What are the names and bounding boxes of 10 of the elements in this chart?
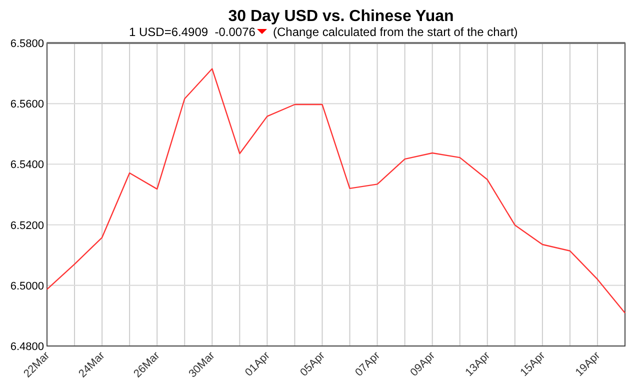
y-tick-label: 6.5400 [10, 159, 44, 172]
chart-subtitle: 1 USD=6.4909 -0.0076 [129, 25, 256, 39]
y-tick-label: 6.5600 [10, 98, 44, 111]
line-series [46, 68, 626, 314]
y-tick-label: 6.5000 [10, 280, 44, 292]
y-tick-label: 6.4800 [10, 341, 44, 353]
y-tick-label: 6.5800 [10, 38, 44, 50]
chart-title: 30 Day USD vs. Chinese Yuan [228, 8, 454, 25]
text: (Change calculated from the start of the chart) [273, 25, 518, 39]
y-tick-label: 6.5200 [10, 220, 44, 232]
